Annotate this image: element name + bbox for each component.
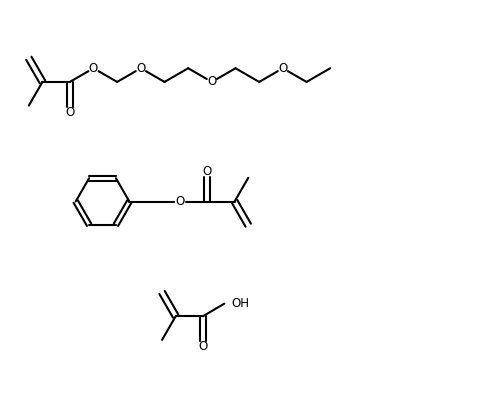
Text: OH: OH	[232, 297, 249, 310]
Text: O: O	[89, 62, 98, 75]
Text: O: O	[176, 195, 184, 208]
Text: O: O	[199, 340, 208, 353]
Text: O: O	[278, 62, 287, 75]
Text: O: O	[136, 62, 145, 75]
Text: O: O	[65, 106, 74, 119]
Text: O: O	[203, 164, 212, 178]
Text: O: O	[207, 75, 216, 88]
